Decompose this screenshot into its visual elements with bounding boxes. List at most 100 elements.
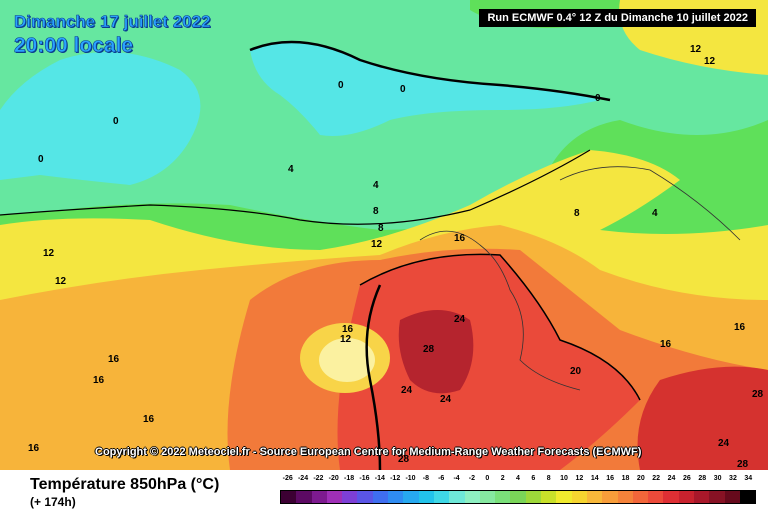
colorbar-label: -26 [282,475,293,482]
colorbar-label: -12 [390,475,401,482]
isotherm-label: 24 [718,438,730,449]
isotherm-label: 4 [288,164,294,175]
isotherm-label: 16 [454,233,466,244]
isotherm-label: 0 [400,84,406,95]
colorbar-swatch [357,491,373,503]
colorbar-label: -10 [405,475,416,482]
colorbar-swatch [709,491,725,503]
colorbar-swatch [281,491,297,503]
isotherm-line [249,40,611,102]
isotherm-label: 0 [595,93,601,104]
isotherm-label: 20 [570,366,582,377]
colorbar-label: 2 [500,475,505,482]
isotherm-label: 28 [423,344,435,355]
colorbar-swatch [388,491,404,503]
zero-zone-east [250,42,600,136]
isotherm-label: 12 [43,248,55,259]
cool-bubble-core [319,338,375,382]
colorbar-swatch [541,491,557,503]
colorbar-label: 4 [516,475,520,482]
colorbar-label: -24 [297,475,309,482]
isotherm-label: 24 [401,385,413,396]
colorbar-label: 26 [682,475,691,482]
isotherm-label: 8 [574,208,580,219]
isotherm-label: 28 [737,459,749,470]
colorbar-label: 12 [575,475,584,482]
coastline [419,230,581,391]
isotherm-line [365,284,382,470]
isotherm-label: 0 [338,80,344,91]
isotherm-label: 24 [454,314,466,325]
colorbar-label: 24 [667,475,676,482]
colorbar-label: 32 [729,475,737,482]
colorbar-label: -14 [374,475,385,482]
isotherm-label: 16 [342,324,354,335]
colorbar-swatch [571,491,587,503]
colorbar-label: -6 [438,475,445,482]
colorbar-label: -18 [344,475,355,482]
legend-footer: Température 850hPa (°C) (+ 174h) -26 -24-… [0,470,768,512]
coastline [559,166,741,241]
colorbar-label: -8 [422,475,429,482]
temperature-map: 0 0 0 0 0 4 4 4 8 8 8 12 12 12 12 12 12 … [0,0,768,470]
colorbar-label: 6 [531,475,536,482]
colorbar-swatch [372,491,389,503]
isotherm-label: 8 [378,223,384,234]
colorbar-label: 8 [546,475,551,482]
colorbar-label: 30 [713,475,722,482]
colorbar-label: 28 [698,475,707,482]
parameter-title: Température 850hPa (°C) [30,476,220,493]
isotherm-label: 16 [660,339,672,350]
colorbar-label: 0 [485,475,490,482]
isotherm-label: 12 [55,276,67,287]
colorbar-swatch [739,491,756,503]
forecast-horizon: (+ 174h) [30,495,76,509]
colorbar-swatch [632,491,649,503]
colorbar-swatch [694,491,710,503]
colorbar-labels: -26 -24 -22 -20 -18 -16 -14 -12 -10 -8 -6 -4 -2 0 2 4 6 8… [280,475,756,487]
colorbar-swatch [464,491,480,503]
colorbar-swatch [617,491,633,503]
isotherm-label: 0 [38,154,44,165]
isotherm-label: 28 [398,454,410,465]
colorbar [280,490,756,504]
isotherm-label: 4 [652,208,658,219]
isotherm-label: 8 [373,206,379,217]
colorbar-swatch [678,491,695,503]
isotherm-label: 16 [143,414,155,425]
colorbar-swatch [449,491,465,503]
isotherm-label: 12 [704,56,716,67]
colorbar-label: 20 [636,475,645,482]
colorbar-label: -22 [313,475,324,482]
colorbar-label: 18 [621,475,630,482]
colorbar-swatch [418,491,434,503]
isotherm-label: 16 [28,443,40,454]
hot-zone-28 [398,310,474,394]
isotherm-label: 16 [93,375,105,386]
colorbar-swatch [342,491,358,503]
isotherm-label: 28 [752,389,764,400]
colorbar-swatch [510,491,526,503]
colorbar-swatch [311,491,327,503]
colorbar-swatch [479,491,496,503]
hot-zone-east [637,366,768,470]
colorbar-label: 10 [560,475,568,482]
colorbar-swatch [648,491,664,503]
colorbar-swatch [326,491,343,503]
isotherm-line [0,149,591,225]
colorbar-label: 34 [744,475,753,482]
copyright-notice: Copyright © 2022 Meteociel.fr - Source E… [95,446,642,458]
forecast-time: 20:00 locale [14,34,134,58]
isotherm-label: 16 [108,354,120,365]
colorbar-swatch [403,491,419,503]
colorbar-swatch [556,491,572,503]
forecast-date: Dimanche 17 juillet 2022 [14,12,211,32]
colorbar-label: -16 [359,475,370,482]
colorbar-swatch [586,491,603,503]
isotherm-label: 12 [371,239,383,250]
isotherm-label: 4 [373,180,379,191]
isotherm-label: 16 [734,322,746,333]
zero-zone-west [0,52,201,185]
colorbar-label: -2 [468,475,476,482]
hot-zone-24 [337,254,640,470]
